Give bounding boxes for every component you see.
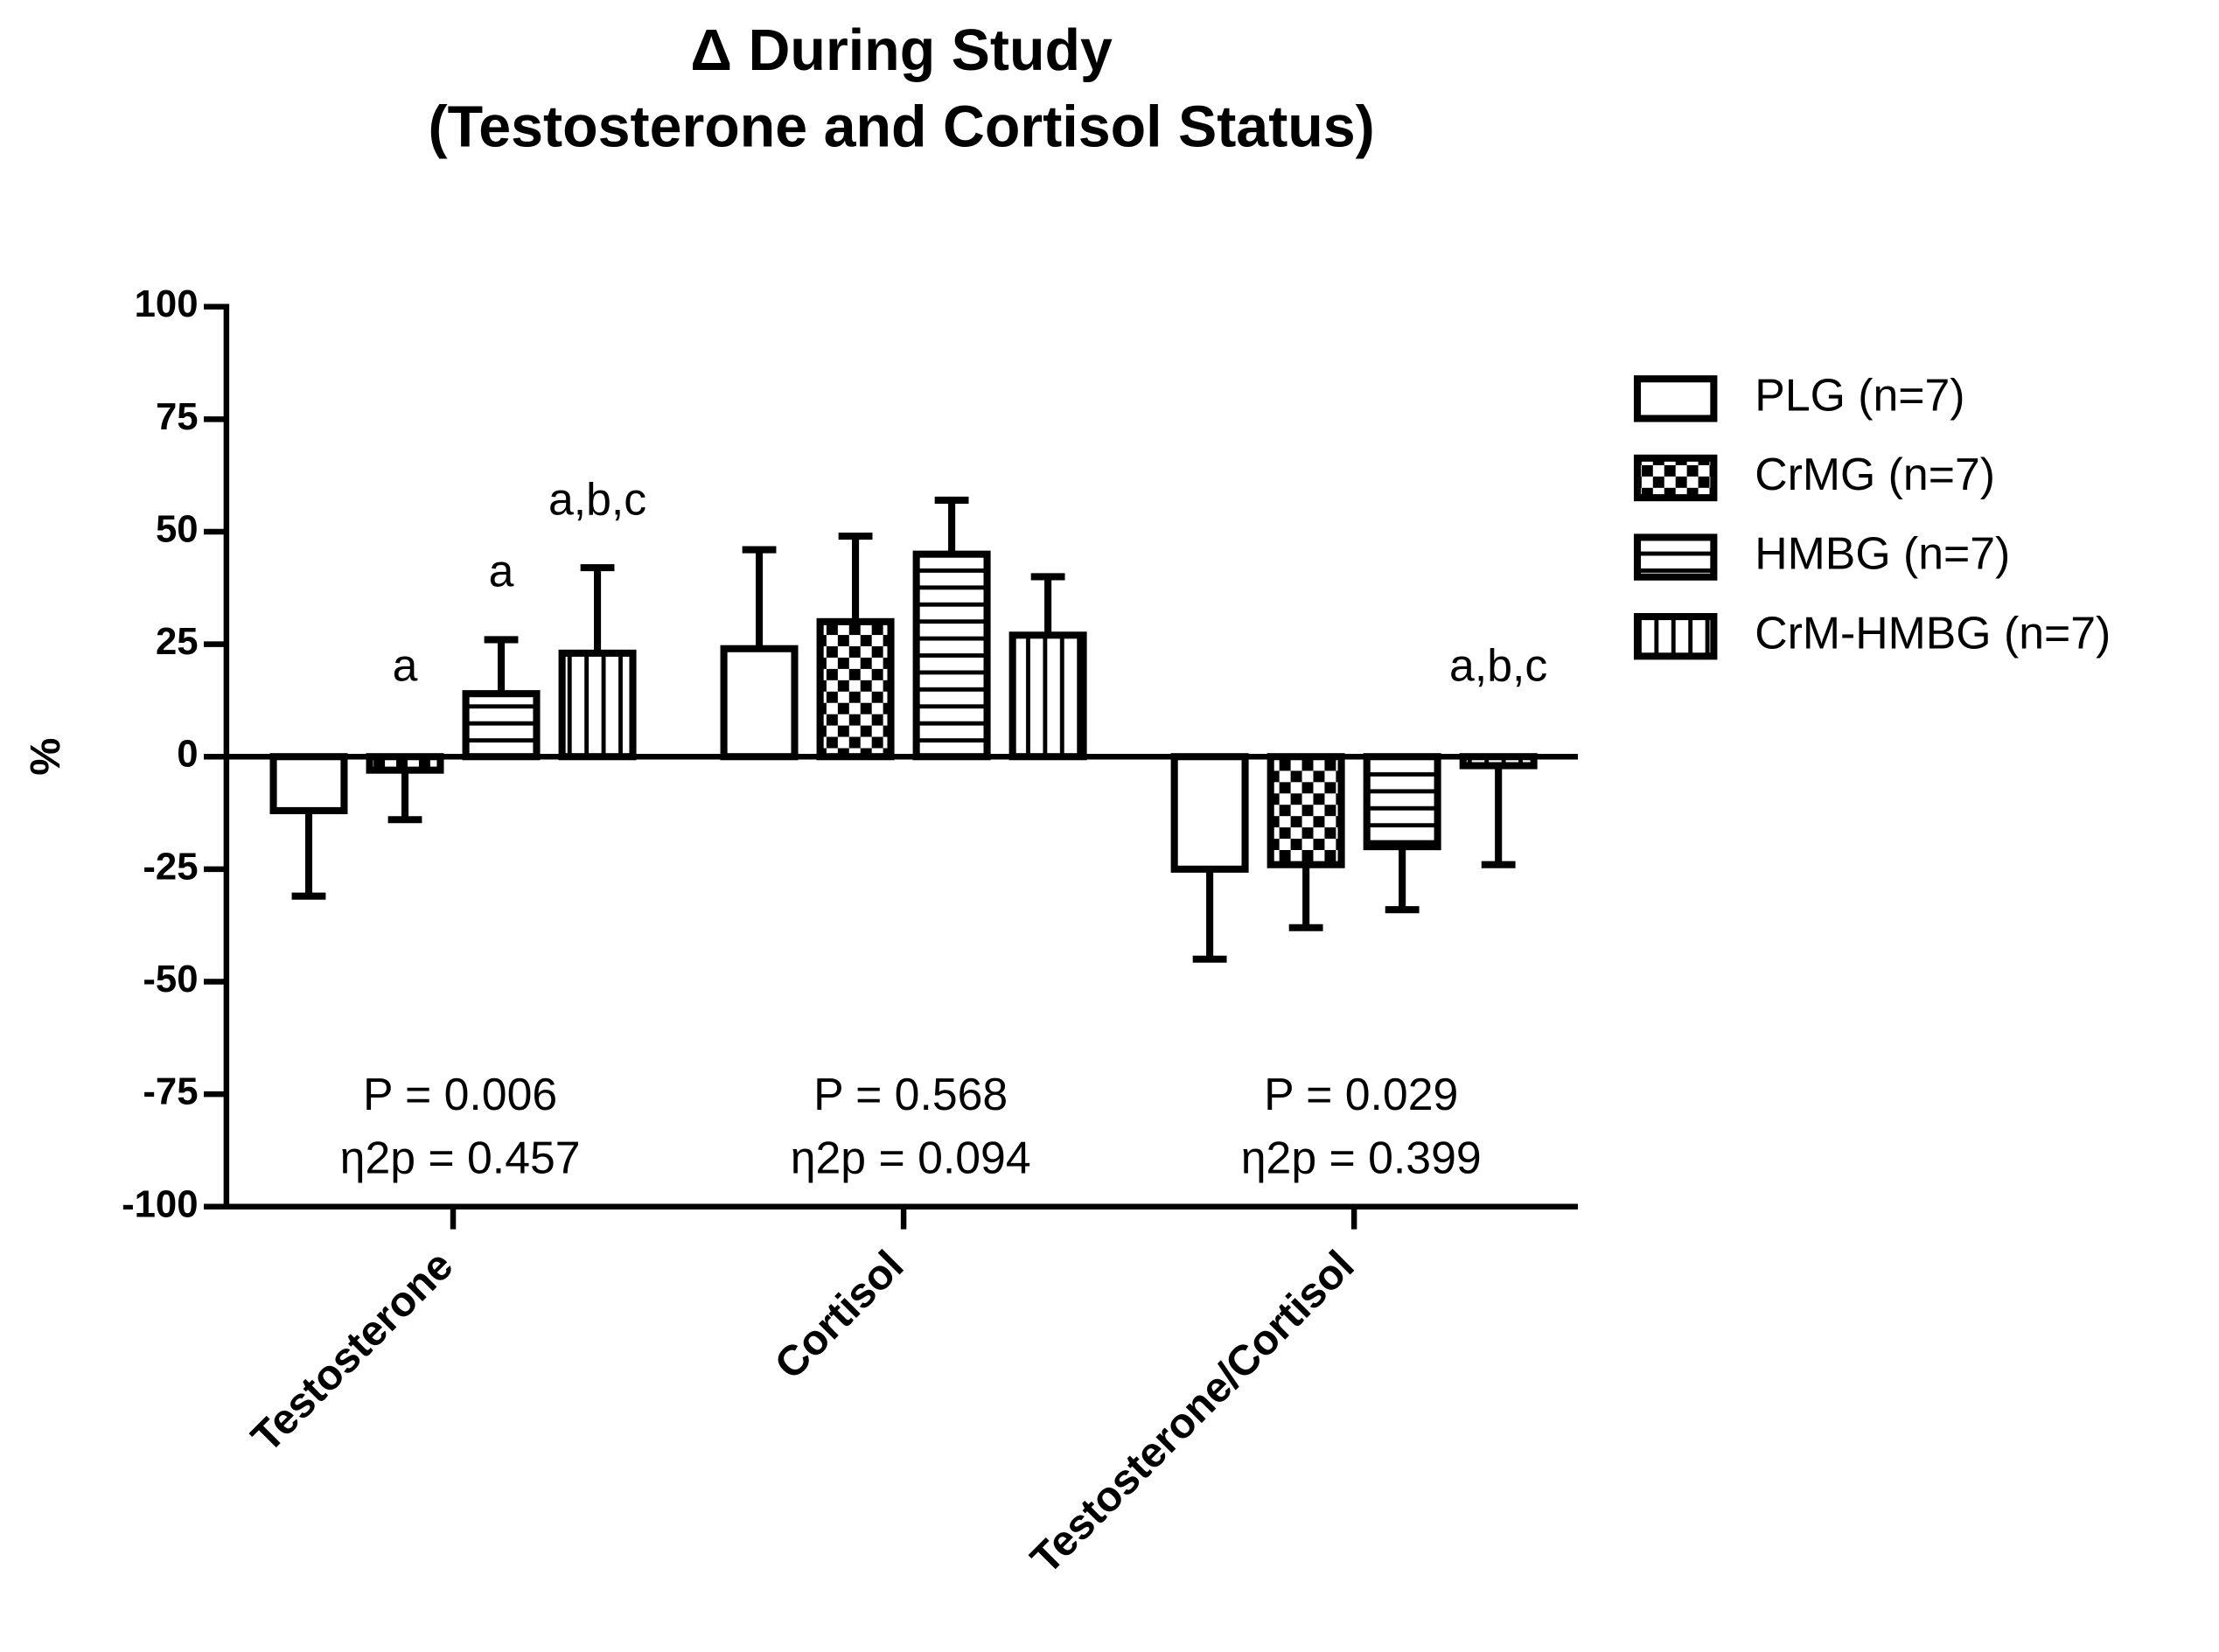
bar	[1170, 753, 1249, 873]
effect-size: η2p = 0.399	[1241, 1133, 1482, 1183]
p-value: P = 0.568	[813, 1069, 1008, 1119]
annotation: a,b,c	[548, 473, 646, 524]
y-tick-label: 0	[177, 733, 198, 776]
y-tick-label: -50	[143, 958, 198, 1000]
y-tick-label: -100	[122, 1182, 198, 1225]
bar	[558, 649, 637, 761]
bar	[816, 617, 895, 761]
y-tick-label: 100	[135, 282, 199, 325]
legend-swatch	[1633, 533, 1718, 581]
legend-label: CrMG (n=7)	[1755, 449, 1995, 499]
y-tick-label: -75	[143, 1070, 198, 1113]
chart-title: Δ During Study	[690, 18, 1113, 83]
legend-swatch	[1633, 375, 1718, 422]
legend-swatch	[1633, 454, 1718, 502]
bar	[1267, 753, 1345, 868]
bar	[1008, 631, 1087, 761]
y-tick-label: 25	[156, 620, 199, 663]
effect-size: η2p = 0.457	[340, 1133, 581, 1183]
legend-swatch	[1633, 612, 1718, 660]
effect-size: η2p = 0.094	[791, 1133, 1031, 1183]
y-tick-label: -25	[143, 845, 198, 888]
annotation: a	[393, 640, 418, 691]
bar	[912, 550, 991, 761]
p-value: P = 0.006	[363, 1069, 557, 1119]
y-axis-label: %	[22, 738, 69, 776]
bar	[1363, 753, 1441, 851]
bar	[720, 645, 799, 761]
legend-label: PLG (n=7)	[1755, 370, 1964, 421]
bar	[269, 753, 348, 815]
x-tick-label: Testosterone	[242, 1242, 462, 1461]
p-value: P = 0.029	[1264, 1069, 1458, 1119]
legend-label: CrM-HMBG (n=7)	[1755, 607, 2111, 658]
x-tick-label: Testosterone/Cortisol	[1022, 1242, 1363, 1583]
y-tick-label: 50	[156, 507, 199, 550]
annotation: a	[489, 546, 514, 596]
x-tick-label: Cortisol	[766, 1242, 913, 1389]
legend-label: HMBG (n=7)	[1755, 528, 2010, 579]
chart-subtitle: (Testosterone and Cortisol Status)	[429, 95, 1375, 160]
bar	[462, 690, 541, 761]
annotation: a,b,c	[1449, 640, 1547, 691]
y-tick-label: 75	[156, 395, 199, 438]
